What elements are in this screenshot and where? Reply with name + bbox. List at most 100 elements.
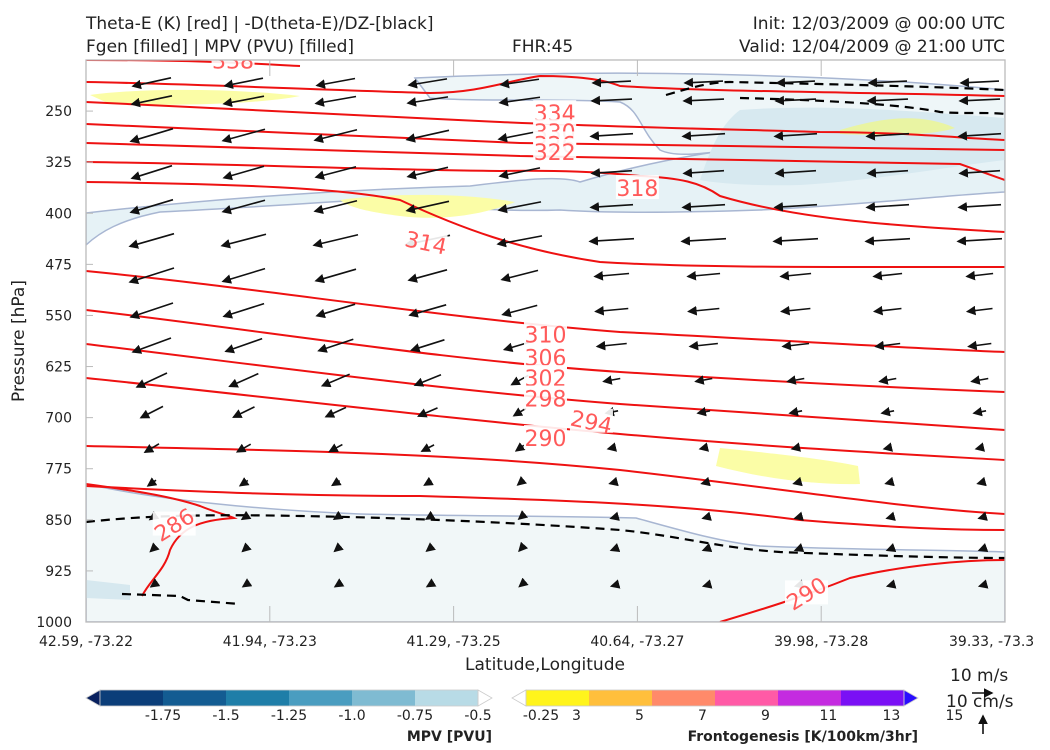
wind-vector [698,442,710,452]
wind-vector [241,542,252,553]
wind-vector [314,268,357,284]
colorbar-tick-label: 9 [761,708,770,724]
wind-vector [314,95,357,107]
contour-label-bg [524,321,567,346]
wind-vector [977,543,989,553]
colorbar-tick-label: 13 [882,708,900,724]
theta-e-290-low [719,559,1005,622]
colorbar-frame [525,689,905,707]
dthetae-dz-lower [86,514,1005,560]
colorbar-tick-label: -1.25 [271,708,307,724]
theta-e-310 [86,270,1005,353]
wind-vector [774,95,817,106]
wind-vector [314,166,357,180]
wind-vector [501,304,538,318]
y-tick-label: 1000 [36,615,72,631]
wind-vector [865,202,910,212]
wind-vector [958,168,1001,178]
frontogenesis-colorbar-title: Frontogenesis [K/100km/3hr] [688,729,918,745]
colorbar-tick-label: 11 [819,708,837,724]
wind-vector [872,270,903,281]
wind-vector [974,442,986,452]
colorbar-tick-label: -0.75 [397,708,433,724]
wind-vector [425,542,436,553]
colorbar-swatch [100,690,163,706]
colorbar-swatch [715,690,778,706]
wind-vector [224,337,263,354]
theta-e-290 [86,485,1005,531]
dthetae-dz-upper-2 [739,96,1005,116]
wind-vector [773,131,818,141]
wind-vector [129,198,174,215]
y-tick-label: 700 [45,411,72,427]
wind-vector [333,542,344,553]
colorbar-extend-left [511,689,527,707]
contour-label-bg [404,229,448,254]
wind-vector [866,95,909,106]
wind-vector [701,511,712,521]
wind-vector [498,96,541,107]
wind-vector [590,95,633,106]
wind-vector [976,476,987,487]
wind-ref-horizontal-label: 10 m/s [950,666,1008,686]
wind-vector [772,236,819,246]
wind-vector [129,127,174,144]
mpv-colorbar: -1.75 -1.5 -1.25 -1.0 -0.75 -0.5 -0.25 [85,689,559,724]
x-axis-label: Latitude,Longitude [465,655,625,675]
wind-vector [882,442,894,452]
colorbar-swatch [841,690,904,706]
wind-vector [221,199,266,215]
y-tick-label: 550 [45,308,72,324]
dthetae-dz-upper [665,80,1005,97]
wind-vector [602,375,621,385]
wind-vector [681,131,726,141]
wind-vector [790,442,802,452]
fgen-fill-4 [716,448,860,485]
wind-vector [609,511,620,521]
colorbar-extend-right [477,689,493,707]
wind-vector [589,202,634,212]
wind-vector [313,129,358,143]
wind-vector [793,543,805,553]
theta-e-contour-label: 322 [534,141,576,166]
colorbar-tick-label: -1.0 [338,708,365,724]
theta-e-322 [86,142,1005,181]
colorbar-swatch [352,690,415,706]
mpv-fill-low [86,483,1005,622]
wind-vector [240,510,252,521]
wind-vector [149,542,160,553]
y-tick-label: 775 [45,462,72,478]
mpv-fill-corner [86,580,130,600]
colorbar-tick-label: -1.75 [145,708,181,724]
wind-vector [331,476,342,487]
wind-vector [864,236,911,246]
wind-vector [221,128,266,144]
wind-vector [866,168,909,178]
wind-vector [499,78,540,89]
y-tick-label: 625 [45,360,72,376]
mpv-colorbar-title: MPV [PVU] [407,729,492,745]
wind-vector [497,201,542,214]
wind-vector [517,510,529,520]
wind-vector [143,443,160,454]
wind-vector [786,375,805,385]
theta-e-318 [86,161,1005,233]
wind-vector [696,406,711,417]
wind-vector [970,375,989,385]
wind-vector [405,200,450,214]
frontogenesis-colorbar: 3 5 7 9 11 13 15 [511,689,963,724]
theta-e-314 [86,181,1005,269]
wind-vector [222,165,265,181]
wind-vector [129,302,174,320]
colorbar-swatch [778,690,841,706]
wind-vector [682,95,725,106]
contour-label-bg [524,344,567,369]
wind-vector [788,406,803,417]
colorbar-tick-label: 3 [572,708,581,724]
wind-vector [222,95,265,108]
wind-vector [315,303,356,319]
wind-vector [682,168,725,178]
wind-vector [593,271,630,281]
wind-vector [139,405,164,419]
